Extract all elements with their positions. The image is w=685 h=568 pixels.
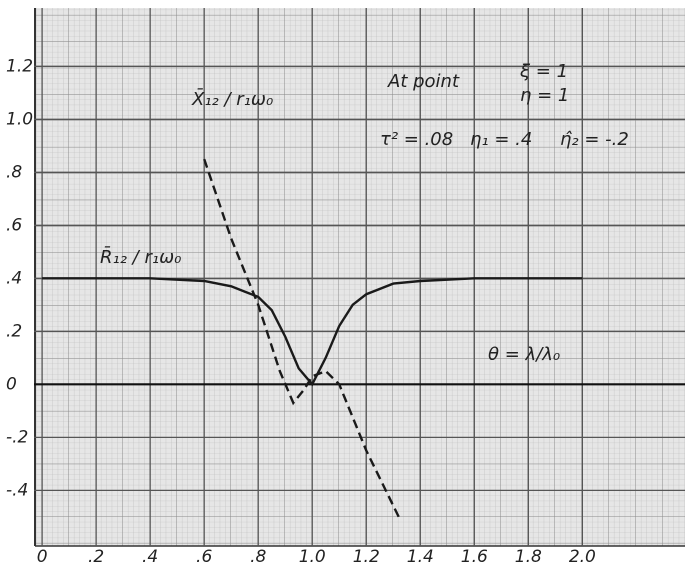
x-tick-label: .8 [250, 547, 266, 567]
annotation: At point [387, 71, 460, 92]
paper-major-grid [35, 8, 685, 546]
x-tick-label: 1.4 [407, 547, 434, 567]
annotation: η̂₂ = -.2 [560, 129, 629, 150]
y-tick-label: -.2 [6, 427, 28, 447]
x-tick-label: 1.8 [515, 547, 542, 567]
series-label: X̄₁₂ / r₁ω₀ [191, 88, 273, 110]
y-tick-label: .2 [6, 321, 22, 341]
series-line [203, 158, 400, 518]
x-tick-label: .2 [88, 547, 104, 567]
x-tick-label: 1.0 [299, 547, 326, 567]
y-tick-label: 1.0 [6, 109, 33, 129]
x-tick-label: 0 [37, 547, 48, 567]
y-tick-label: .8 [6, 162, 22, 182]
x-tick-label: .4 [142, 547, 158, 567]
annotation: η = 1 [520, 85, 569, 106]
series-line [42, 277, 583, 387]
y-tick-label: 0 [6, 374, 17, 394]
annotation: η₁ = .4 [470, 129, 532, 150]
x-tick-label: .6 [196, 547, 212, 567]
y-tick-label: .4 [6, 268, 22, 288]
y-tick-label: .6 [6, 215, 22, 235]
y-tick-label: 1.2 [6, 56, 33, 76]
x-tick-label: 1.2 [353, 547, 380, 567]
y-tick-label: -.4 [6, 480, 28, 500]
x-tick-label: 2.0 [569, 547, 596, 567]
annotation: τ² = .08 [380, 129, 453, 150]
annotation: ξ = 1 [519, 61, 568, 82]
plot: 0 .2 .4 .6 .8 1.0 1.2 1.4 1.6 1.8 2.0 1.2 1.0 .8 .6 .4.… [6, 8, 685, 567]
series-label: R̄₁₂ / r₁ω₀ [100, 246, 181, 268]
x-tick-label: 1.6 [461, 547, 488, 567]
annotation: θ = λ/λ₀ [488, 344, 560, 365]
